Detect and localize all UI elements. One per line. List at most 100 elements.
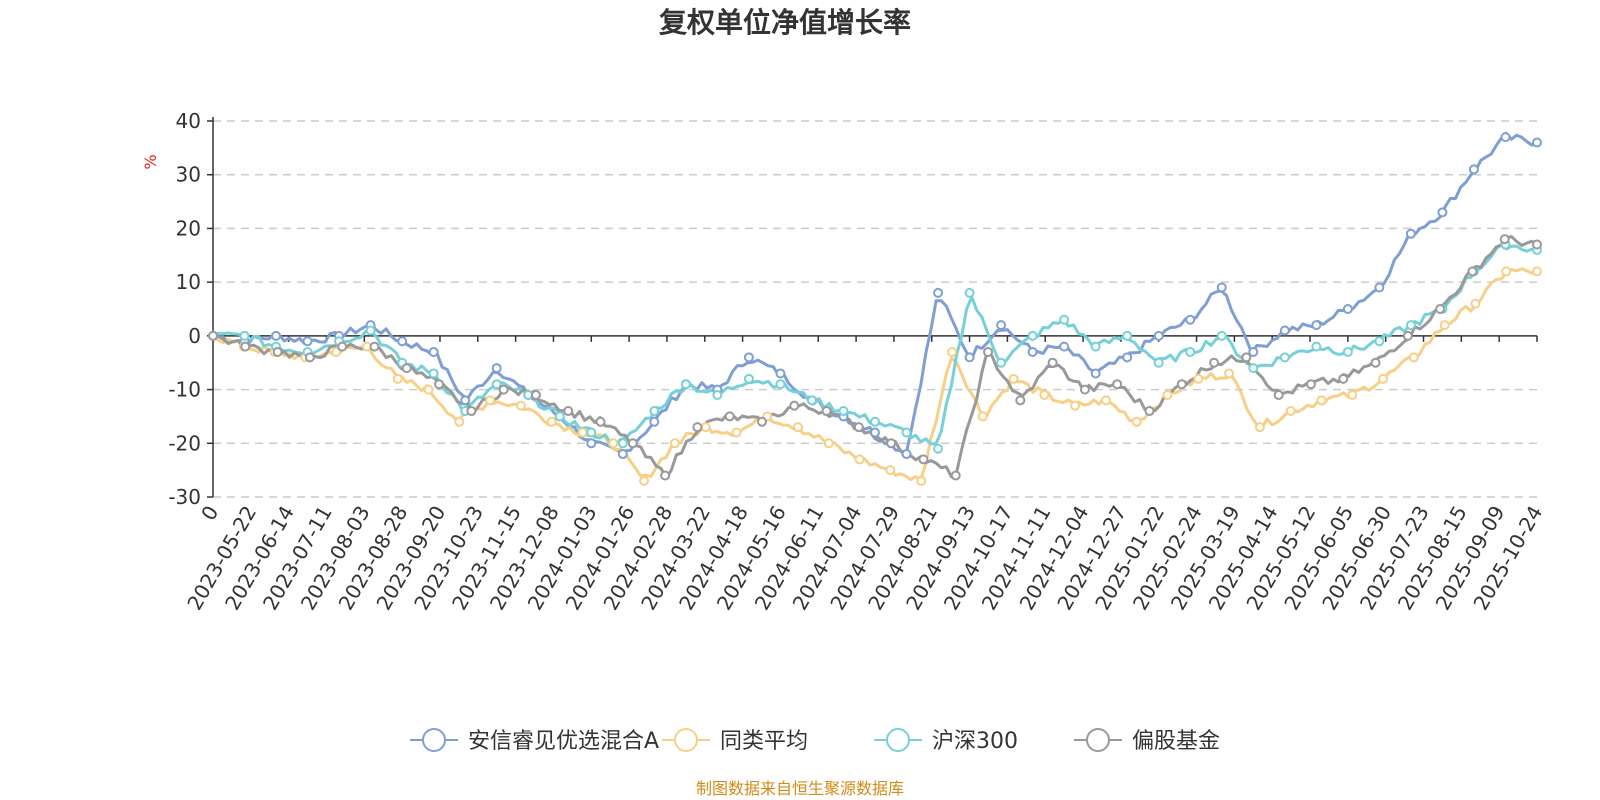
- data-point-2-36: [1342, 346, 1353, 357]
- data-point-2-5: [365, 325, 376, 336]
- data-point-2-19: [806, 395, 817, 406]
- data-point-2-30: [1153, 357, 1164, 368]
- legend: 安信睿见优选混合A 同类平均 沪深300 偏股基金: [410, 728, 1220, 754]
- data-point-1-28: [1070, 400, 1081, 411]
- data-point-3-19: [821, 406, 832, 417]
- data-point-1-17: [731, 427, 742, 438]
- data-point-1-31: [1162, 389, 1173, 400]
- data-point-1-13: [608, 438, 619, 449]
- data-point-0-37: [1374, 282, 1385, 293]
- data-point-2-15: [680, 379, 691, 390]
- data-point-2-20: [838, 406, 849, 417]
- data-point-1-33: [1224, 368, 1235, 379]
- series-line-0: [212, 131, 1538, 459]
- data-point-3-5: [369, 341, 380, 352]
- source-note: 制图数据来自恒生聚源数据库: [696, 779, 904, 798]
- data-point-0-12: [586, 438, 597, 449]
- data-point-1-26: [1008, 373, 1019, 384]
- data-point-1-4: [331, 346, 342, 357]
- y-tick-label-0: 40: [176, 109, 201, 133]
- data-point-3-21: [886, 438, 897, 449]
- data-point-3-0: [208, 330, 218, 341]
- data-point-1-14: [639, 475, 650, 486]
- data-point-1-7: [423, 384, 434, 395]
- data-point-0-36: [1342, 304, 1353, 314]
- data-point-1-37: [1347, 389, 1358, 400]
- data-point-0-26: [1027, 346, 1038, 357]
- data-point-2-34: [1279, 352, 1290, 363]
- data-point-1-27: [1039, 389, 1050, 400]
- data-point-1-22: [885, 465, 896, 476]
- data-point-3-6: [401, 363, 412, 374]
- data-point-0-13: [617, 449, 628, 460]
- data-point-2-12: [586, 427, 597, 438]
- data-point-0-29: [1122, 352, 1133, 363]
- series-line-3: [212, 235, 1538, 480]
- data-point-1-8: [454, 416, 465, 427]
- data-point-1-16: [700, 422, 711, 433]
- y-tick-label-4: 0: [188, 324, 201, 348]
- data-point-3-14: [660, 470, 671, 481]
- data-point-3-40: [1499, 234, 1510, 245]
- data-point-2-31: [1185, 346, 1196, 357]
- legend-marker-3: [1086, 728, 1110, 752]
- series-line-1: [212, 267, 1538, 482]
- data-point-3-8: [466, 406, 477, 417]
- data-point-2-35: [1311, 341, 1322, 352]
- data-point-3-7: [434, 379, 445, 390]
- data-point-3-41: [1532, 239, 1542, 250]
- data-point-0-40: [1468, 164, 1479, 175]
- data-point-1-40: [1439, 320, 1450, 331]
- data-point-1-6: [392, 373, 403, 384]
- legend-label-1: 同类平均: [720, 729, 808, 754]
- x-tick-labels: 02023-05-222023-06-142023-07-112023-08-0…: [182, 502, 1547, 615]
- data-point-3-38: [1435, 304, 1446, 314]
- data-point-1-41: [1470, 298, 1481, 309]
- data-point-2-27: [1059, 314, 1070, 325]
- data-point-3-33: [1273, 389, 1284, 400]
- data-point-3-9: [498, 384, 509, 395]
- data-point-1-42: [1501, 266, 1512, 277]
- legend-marker-1: [674, 728, 698, 752]
- data-point-2-29: [1122, 330, 1133, 341]
- legend-label-2: 沪深300: [932, 729, 1018, 754]
- data-point-2-23: [933, 443, 944, 454]
- data-point-3-15: [692, 422, 703, 433]
- data-point-0-6: [397, 336, 408, 347]
- data-point-1-29: [1100, 395, 1111, 406]
- data-point-1-35: [1285, 406, 1296, 417]
- data-point-1-32: [1193, 373, 1204, 384]
- data-point-3-29: [1144, 406, 1155, 417]
- data-point-1-43: [1532, 266, 1542, 277]
- data-point-2-13: [617, 438, 628, 449]
- data-point-3-1: [240, 341, 251, 352]
- data-point-3-39: [1467, 266, 1478, 277]
- data-point-3-26: [1047, 357, 1058, 368]
- data-point-2-7: [428, 368, 439, 379]
- data-point-3-12: [595, 416, 606, 427]
- data-point-0-18: [775, 368, 786, 379]
- data-point-2-33: [1248, 363, 1259, 374]
- data-point-1-34: [1254, 422, 1265, 433]
- data-point-3-3: [304, 352, 315, 363]
- data-point-3-25: [1015, 395, 1026, 406]
- data-point-0-32: [1216, 282, 1227, 293]
- data-point-2-1: [239, 330, 250, 341]
- data-point-0-31: [1185, 314, 1196, 325]
- data-point-1-20: [823, 438, 834, 449]
- data-point-3-4: [337, 341, 348, 352]
- data-point-0-8: [460, 395, 471, 406]
- chart-title: 复权单位净值增长率: [659, 6, 911, 39]
- data-point-3-23: [950, 470, 961, 481]
- data-point-3-16: [724, 411, 735, 422]
- data-point-0-22: [901, 449, 912, 460]
- data-point-3-24: [983, 346, 994, 357]
- y-tick-label-1: 30: [176, 163, 201, 187]
- data-point-1-10: [515, 400, 526, 411]
- data-point-0-9: [491, 363, 502, 374]
- data-point-3-18: [789, 400, 800, 411]
- data-point-3-11: [563, 406, 574, 417]
- legend-marker-2: [886, 728, 910, 752]
- data-point-2-17: [743, 373, 754, 384]
